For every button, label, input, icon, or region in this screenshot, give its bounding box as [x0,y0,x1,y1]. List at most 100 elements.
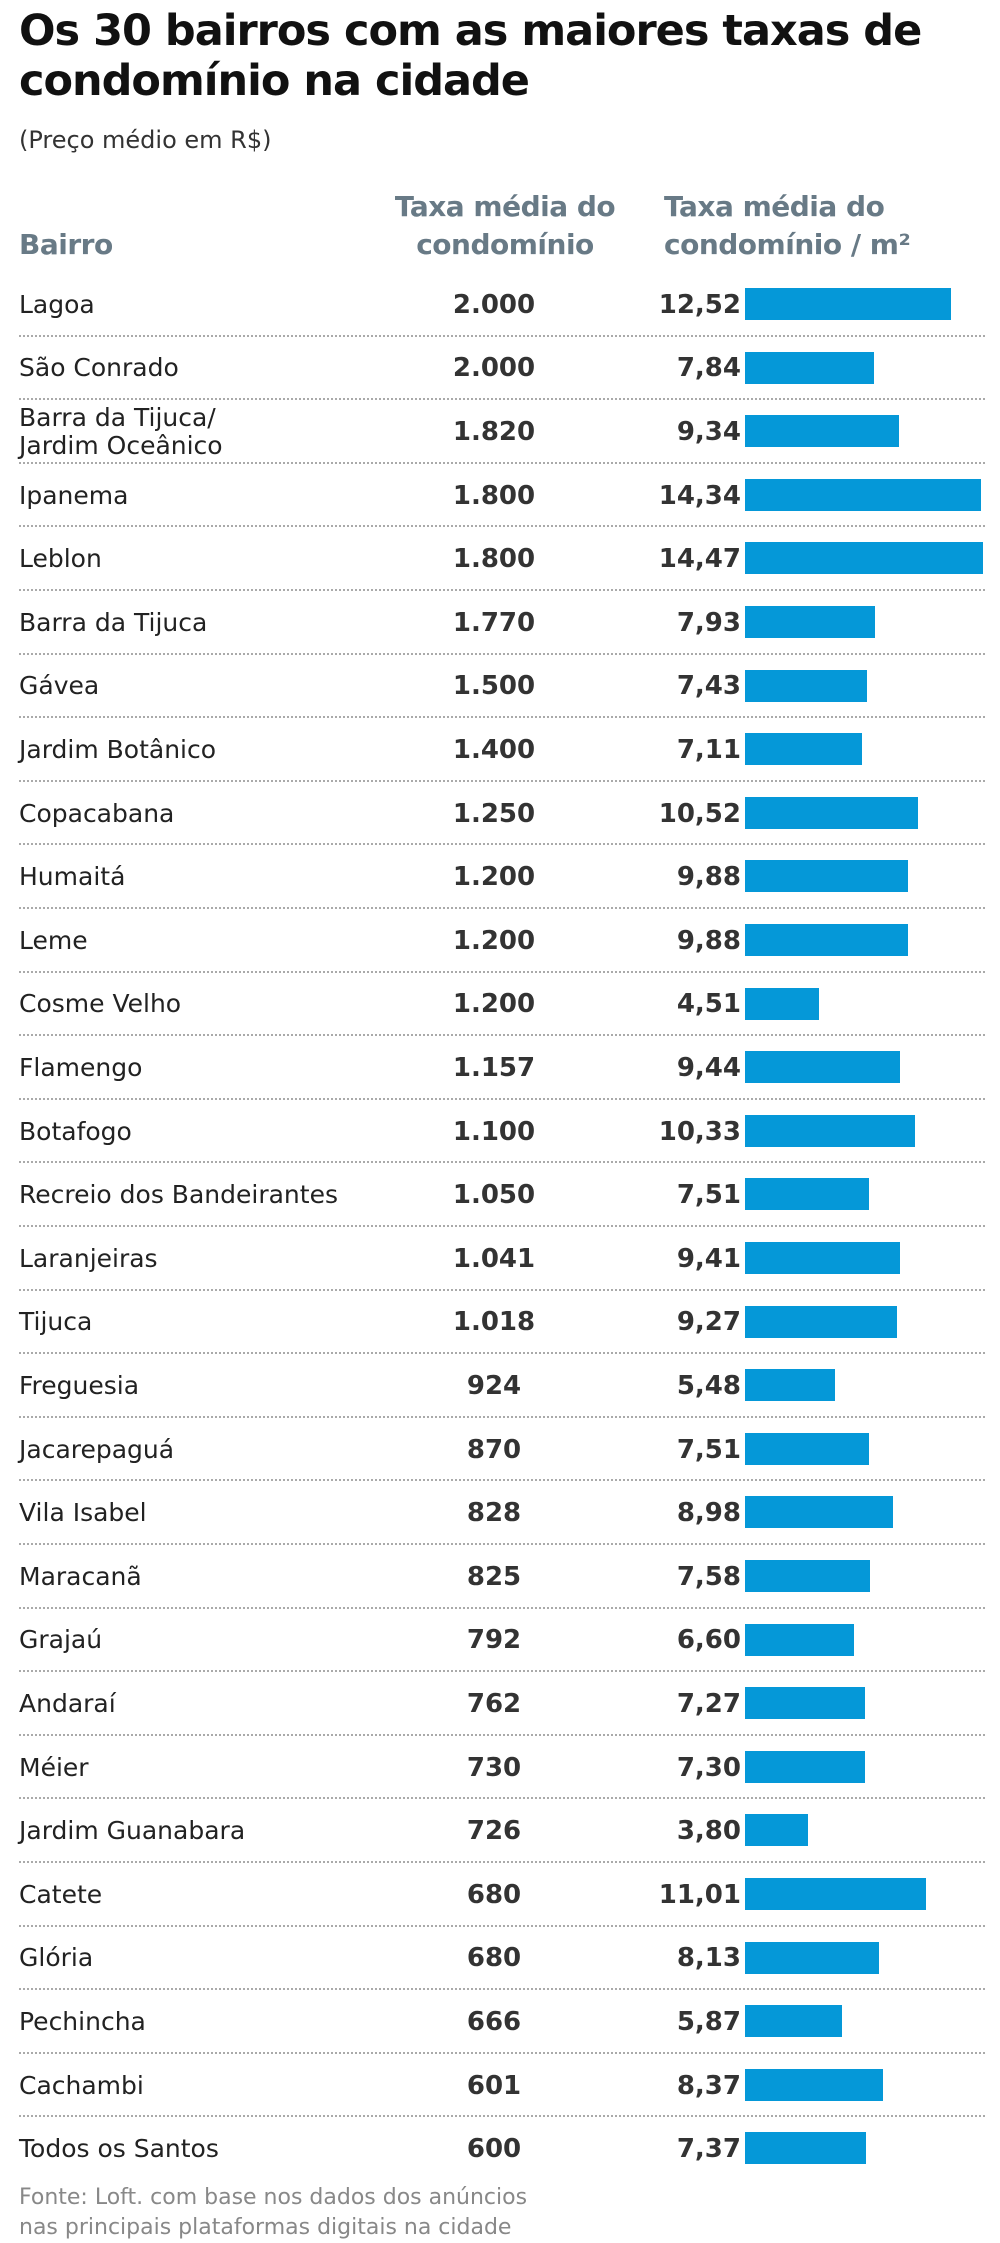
taxa-m2-value: 8,13 [676,1943,741,1974]
taxa-value: 1.500 [452,671,536,702]
taxa-m2-bar [745,1051,901,1084]
table-row: Humaitá 1.200 9,88 [19,845,985,909]
taxa-value: 762 [466,1688,522,1719]
taxa-m2-bar [745,1369,836,1402]
row-divider [19,1352,985,1355]
bairro-name: Catete [19,1879,103,1909]
table-row: Glória 680 8,13 [19,1927,985,1991]
bairro-name: Glória [19,1943,94,1973]
taxa-value: 792 [466,1625,522,1656]
taxa-m2-value: 9,27 [676,1307,741,1338]
bairro-name: Jardim Botânico [19,734,217,764]
row-divider [19,1034,985,1037]
taxa-m2-bar [745,542,984,575]
bairro-name: Méier [19,1752,89,1782]
table-row: Pechincha 666 5,87 [19,1990,985,2054]
bairro-name: Barra da Tijuca [19,607,208,637]
taxa-m2-value: 5,87 [676,2006,741,2037]
chart-title: Os 30 bairros com as maiores taxas de co… [19,6,922,106]
taxa-m2-bar [745,478,981,511]
row-divider [19,588,985,591]
bairro-name: Barra da Tijuca/Jardim Oceânico [19,402,223,460]
row-divider [19,1161,985,1164]
row-divider [19,843,985,846]
taxa-m2-bar [745,1623,854,1656]
taxa-value: 1.400 [452,734,536,765]
taxa-m2-bar [745,860,908,893]
table-row: Cachambi 601 8,37 [19,2054,985,2118]
row-divider [19,1479,985,1482]
table-row: Gávea 1.500 7,43 [19,655,985,719]
bairro-name: Grajaú [19,1625,103,1655]
row-divider [19,1224,985,1227]
taxa-m2-bar [745,2068,883,2101]
taxa-m2-value: 3,80 [676,1816,741,1847]
taxa-m2-bar [745,796,919,829]
taxa-m2-value: 11,01 [658,1879,741,1910]
row-divider [19,716,985,719]
bairro-name: Todos os Santos [19,2134,219,2164]
bairro-name: Lagoa [19,289,95,319]
taxa-m2-value: 9,41 [676,1243,741,1274]
taxa-value: 600 [466,2134,522,2165]
table-row: Todos os Santos 600 7,37 [19,2117,985,2181]
bairro-name: Leme [19,925,88,955]
row-divider [19,1097,985,1100]
taxa-m2-bar [745,1242,900,1274]
taxa-value: 680 [466,1943,522,1974]
table-row: Grajaú 792 6,60 [19,1609,985,1673]
taxa-value: 1.800 [452,480,536,511]
taxa-m2-value: 8,98 [676,1498,741,1529]
row-divider [19,1606,985,1609]
row-divider [19,1924,985,1927]
table-row: Catete 680 11,01 [19,1863,985,1927]
bairro-name: São Conrado [19,353,179,383]
taxa-m2-value: 7,51 [676,1434,741,1465]
taxa-value: 726 [466,1816,522,1847]
header-taxa-m2: Taxa média do condomínio / m² [664,190,911,261]
taxa-m2-value: 6,60 [676,1625,741,1656]
table-row: Flamengo 1.157 9,44 [19,1036,985,1100]
row-divider [19,1415,985,1418]
table-row: São Conrado 2.000 7,84 [19,337,985,401]
taxa-value: 601 [466,2070,522,2101]
taxa-value: 680 [466,1879,522,1910]
bairro-name: Humaitá [19,862,126,892]
taxa-value: 1.157 [452,1052,536,1083]
row-divider [19,1988,985,1991]
taxa-value: 730 [466,1752,522,1783]
taxa-m2-value: 10,52 [658,798,741,829]
table-row: Jacarepaguá 870 7,51 [19,1418,985,1482]
row-divider [19,1797,985,1800]
table-row: Jardim Botânico 1.400 7,11 [19,718,985,782]
taxa-m2-value: 14,34 [658,480,741,511]
taxa-m2-value: 7,11 [676,734,741,765]
taxa-m2-value: 5,48 [676,1370,741,1401]
table-row: Maracanã 825 7,58 [19,1545,985,1609]
table-row: Copacabana 1.250 10,52 [19,782,985,846]
taxa-m2-bar [745,1814,808,1847]
row-divider [19,970,985,973]
chart-subtitle: (Preço médio em R$) [19,126,272,154]
taxa-m2-value: 7,84 [676,353,741,384]
bairro-name: Laranjeiras [19,1243,158,1273]
bairro-name: Leblon [19,544,102,574]
taxa-value: 924 [466,1370,522,1401]
taxa-m2-bar [745,415,899,448]
taxa-value: 828 [466,1498,522,1529]
taxa-value: 1.200 [452,925,536,956]
taxa-m2-bar [745,669,868,702]
bairro-name: Botafogo [19,1116,132,1146]
table-row: Botafogo 1.100 10,33 [19,1100,985,1164]
taxa-m2-value: 7,58 [676,1561,741,1592]
taxa-m2-value: 9,34 [676,416,741,447]
table-row: Laranjeiras 1.041 9,41 [19,1227,985,1291]
table-row: Ipanema 1.800 14,34 [19,464,985,528]
taxa-m2-value: 14,47 [658,544,741,575]
taxa-m2-value: 10,33 [658,1116,741,1147]
row-divider [19,2115,985,2118]
taxa-m2-bar [745,733,862,766]
row-divider [19,652,985,655]
taxa-m2-bar [745,288,951,320]
row-divider [19,906,985,909]
